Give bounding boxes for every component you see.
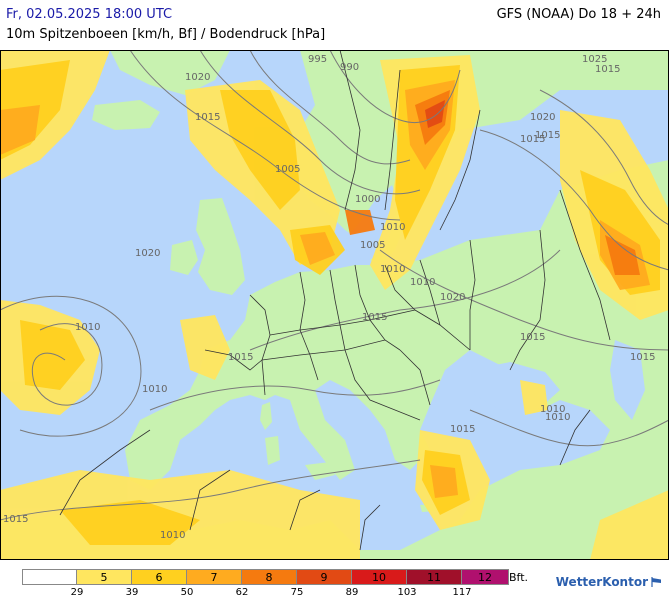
isobar-label: 1015: [450, 424, 475, 435]
isobar-label: 1015: [535, 130, 560, 141]
isobar-label: 990: [340, 62, 359, 73]
isobar-label: 1015: [195, 112, 220, 123]
isobar-label: 1010: [540, 404, 565, 415]
legend-tick: 50: [180, 587, 194, 598]
legend-bin: 12: [462, 569, 509, 585]
gust-field-bf8: [425, 100, 445, 128]
legend-tick: 117: [452, 587, 472, 598]
legend-tick: 62: [235, 587, 249, 598]
map-subtitle: 10m Spitzenboeen [km/h, Bf] / Bodendruck…: [6, 27, 326, 42]
legend-bin: 6: [132, 569, 187, 585]
isobar-label: 1015: [520, 134, 545, 145]
legend-bin: 5: [77, 569, 132, 585]
isobar-labels: 995 990 1020 1015 1005 1000 1020 1010 10…: [3, 54, 655, 541]
isobar-label: 1005: [275, 164, 300, 175]
isobar-label: 1015: [520, 332, 545, 343]
legend-tick: 29: [70, 587, 84, 598]
caspian-sea: [610, 340, 645, 420]
legend-bin: 7: [187, 569, 242, 585]
isobar-label: 1010: [410, 277, 435, 288]
isobar-label: 1010: [545, 412, 570, 423]
isobar-label: 1010: [75, 322, 100, 333]
legend-tick: 103: [397, 587, 417, 598]
isobar-label: 1005: [360, 240, 385, 251]
isobar-label: 1015: [362, 312, 387, 323]
isobar-label: 1020: [135, 248, 160, 259]
isobar-label: 1015: [630, 352, 655, 363]
isobar-label: 995: [308, 54, 327, 65]
isobar-label: 1020: [530, 112, 555, 123]
legend-bin: 10: [352, 569, 407, 585]
isobar-label: 1010: [380, 222, 405, 233]
legend-unit-label: Bft.: [509, 571, 529, 584]
isobar-label: 1015: [228, 352, 253, 363]
legend-bin: 11: [407, 569, 462, 585]
isobar-lines: [0, 50, 669, 521]
legend-bin: [22, 569, 77, 585]
isobar-label: 1025: [582, 54, 607, 65]
isobar-label: 1015: [595, 64, 620, 75]
legend-bin: 8: [242, 569, 297, 585]
wind-sock-icon: [651, 577, 661, 587]
wetterkontor-logo[interactable]: WetterKontor: [556, 575, 663, 589]
legend-bin: 9: [297, 569, 352, 585]
brand-name: WetterKontor: [555, 575, 648, 589]
weather-map: 995 990 1020 1015 1005 1000 1020 1010 10…: [0, 50, 669, 560]
country-borders: [59, 50, 611, 551]
isobar-label: 1020: [185, 72, 210, 83]
isobar-label: 1010: [160, 530, 185, 541]
isobar-label: 1015: [3, 514, 28, 525]
isobar-label: 1010: [380, 264, 405, 275]
isobar-label: 1000: [355, 194, 380, 205]
isobar-label: 1020: [440, 292, 465, 303]
gust-legend: 5 6 7 8 9 10 11 12: [22, 569, 509, 585]
legend-tick: 75: [290, 587, 304, 598]
isobar-label: 1010: [142, 384, 167, 395]
legend-tick: 39: [125, 587, 139, 598]
forecast-datetime: Fr, 02.05.2025 18:00 UTC: [6, 7, 173, 22]
model-run-label: GFS (NOAA) Do 18 + 24h: [496, 7, 661, 22]
legend-tick: 89: [345, 587, 359, 598]
